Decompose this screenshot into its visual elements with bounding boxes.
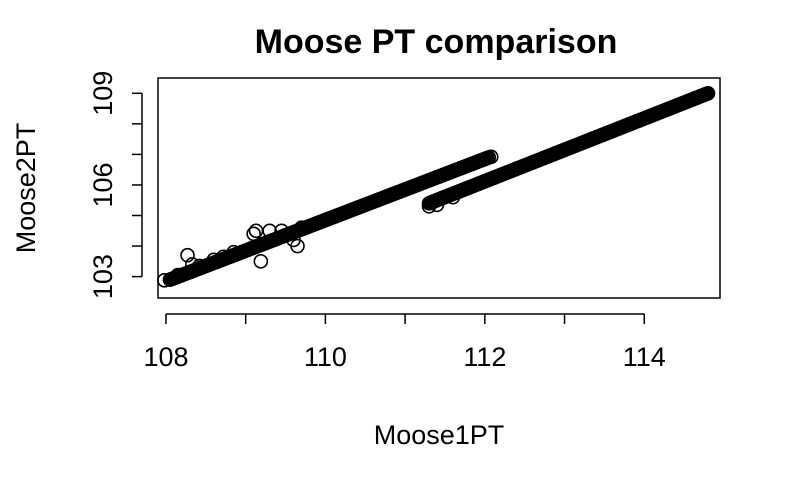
y-tick-label: 109 (88, 71, 118, 116)
plot-frame (157, 77, 721, 299)
data-point (192, 258, 207, 274)
data-point (294, 220, 309, 236)
x-tick-label: 108 (143, 342, 188, 372)
x-tick-label: 110 (304, 342, 347, 372)
y-axis-label: Moose2PT (11, 123, 41, 254)
data-point (700, 85, 716, 101)
data-points (157, 85, 716, 288)
x-axis: 108 110 112 114 (143, 313, 666, 372)
data-point (180, 247, 195, 263)
data-point (226, 244, 242, 260)
data-point (445, 189, 461, 205)
data-point (246, 226, 261, 242)
y-axis: 103 106 109 (88, 71, 143, 299)
data-point (262, 223, 277, 239)
data-point (170, 267, 186, 283)
data-point (290, 238, 305, 254)
data-point (248, 223, 264, 239)
data-point (483, 149, 499, 165)
data-point (477, 151, 493, 167)
y-tick-label: 106 (88, 162, 118, 207)
data-point (206, 252, 222, 268)
chart-title: Moose PT comparison (255, 23, 618, 61)
data-point (429, 197, 445, 213)
data-point (253, 254, 269, 269)
data-point (421, 199, 437, 214)
data-point (184, 257, 200, 272)
y-tick-label: 103 (88, 254, 118, 299)
x-tick-label: 112 (463, 342, 506, 372)
data-point (274, 223, 289, 239)
x-axis-label: Moose1PT (374, 420, 505, 450)
x-tick-label: 114 (623, 342, 666, 372)
data-point (157, 272, 172, 288)
